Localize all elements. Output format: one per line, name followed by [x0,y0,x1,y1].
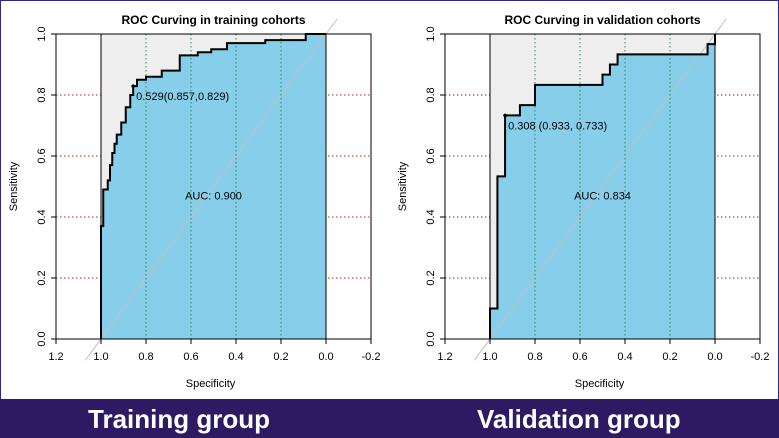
validation-group-label: Validation group [477,404,681,434]
x-tick-label: 0.6 [572,351,587,363]
y-axis-title: Sensitivity [8,161,20,211]
y-tick-label: 0.0 [425,331,437,346]
diagonal-reference-line [473,18,727,361]
x-tick-label: 0.4 [228,351,243,363]
x-tick-label: 0.8 [138,351,153,363]
roc-chart-training: 0.529(0.857,0.829) AUC: 0.900 ROC Curving … [8,13,381,390]
figure-frame: 0.529(0.857,0.829) AUC: 0.900 ROC Curving … [0,0,779,399]
y-tick-label: 0.6 [425,148,437,163]
y-tick-label: 0.6 [36,148,48,163]
threshold-label: 0.308 (0.933, 0.733) [508,120,607,132]
diagonal-reference-line [84,18,338,361]
y-tick-label: 0.0 [36,331,48,346]
y-tick-label: 0.8 [425,87,437,102]
chart-title: ROC Curving in training cohorts [121,13,305,27]
x-tick-label: 0.0 [318,351,333,363]
footer-banner: Training group Validation group [0,399,779,438]
x-tick-label: 0.4 [617,351,632,363]
y-tick-label: 0.4 [425,209,437,224]
y-tick-label: 0.2 [36,270,48,285]
roc-curve-line [489,34,716,339]
x-tick-label: 1.2 [437,351,452,363]
y-axis-title: Sensitivity [397,161,409,211]
threshold-label: 0.529(0.857,0.829) [136,91,229,103]
training-group-label: Training group [88,404,270,434]
chart-title: ROC Curving in validation cohorts [504,13,700,27]
x-tick-label: -0.2 [751,351,770,363]
threshold-point [503,113,507,118]
x-axis-title: Specificity [575,378,625,390]
x-tick-label: 0.2 [273,351,288,363]
x-tick-label: 0.2 [662,351,677,363]
x-tick-label: 0.0 [707,351,722,363]
threshold-point [131,84,135,88]
y-tick-label: 0.2 [425,270,437,285]
x-tick-label: 0.6 [183,351,198,363]
x-tick-label: 1.0 [93,351,108,363]
y-tick-label: 0.8 [36,87,48,102]
x-tick-label: 1.0 [482,351,497,363]
x-tick-label: 1.2 [48,351,63,363]
y-tick-label: 1.0 [36,26,48,41]
x-axis-title: Specificity [186,378,236,390]
roc-curve-line [100,33,326,339]
x-tick-label: -0.2 [362,351,381,363]
y-tick-label: 0.4 [36,209,48,224]
y-tick-label: 1.0 [425,26,437,41]
auc-label: AUC: 0.834 [574,191,631,203]
auc-label: AUC: 0.900 [185,191,242,203]
x-tick-label: 0.8 [527,351,542,363]
roc-chart-validation: 0.308 (0.933, 0.733) AUC: 0.834 ROC Curvin… [397,13,770,390]
